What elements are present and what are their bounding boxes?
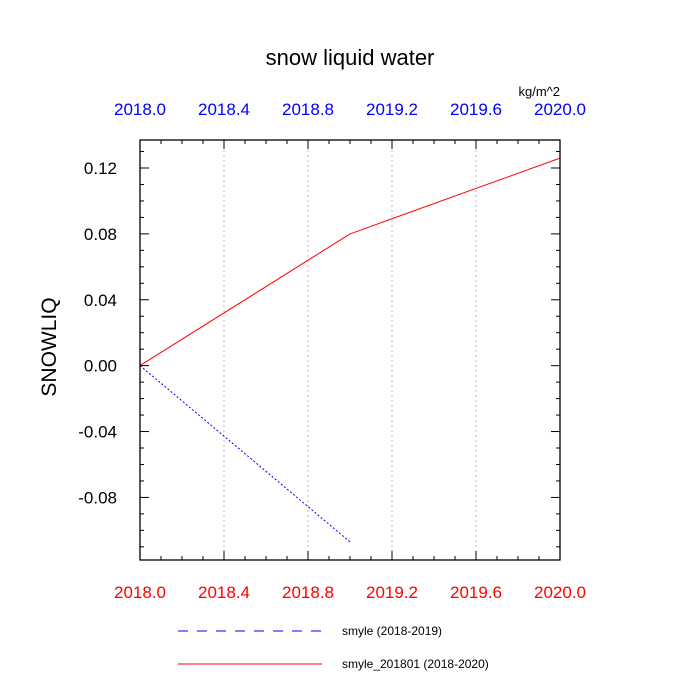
y-tick-label: 0.00 xyxy=(84,357,117,376)
axis-tick-labels: 2018.0 2018.0 2018.4 2018.4 2018.8 2018.8 2019… xyxy=(78,100,586,602)
x-tick-label-bottom: 2019.6 xyxy=(450,583,502,602)
series-line-2 xyxy=(139,157,561,367)
units-label: kg/m^2 xyxy=(518,84,560,99)
x-tick-label-top: 2018.8 xyxy=(282,100,334,119)
x-tick-label-top: 2020.0 xyxy=(534,100,586,119)
legend-label-2: smyle_201801 (2018-2020) xyxy=(342,657,489,671)
plot-frame xyxy=(139,139,561,561)
x-tick-label-top: 2018.4 xyxy=(198,100,250,119)
y-tick-label: 0.08 xyxy=(84,225,117,244)
y-tick-label: -0.08 xyxy=(78,488,117,507)
x-tick-label-top: 2018.0 xyxy=(114,100,166,119)
grid-lines xyxy=(223,140,477,560)
x-tick-label-bottom: 2018.0 xyxy=(114,583,166,602)
legend: smyle (2018-2019) smyle_201801 (2018-2020… xyxy=(178,624,489,671)
legend-label-1: smyle (2018-2019) xyxy=(342,624,442,638)
chart-title: snow liquid water xyxy=(266,45,435,70)
x-tick-label-bottom: 2020.0 xyxy=(534,583,586,602)
series-lines xyxy=(139,157,561,543)
y-axis-label: SNOWLIQ xyxy=(38,297,61,396)
x-tick-label-top: 2019.6 xyxy=(450,100,502,119)
series-line-1 xyxy=(139,365,351,543)
axis-ticks xyxy=(139,140,561,560)
x-tick-label-top: 2019.2 xyxy=(366,100,418,119)
x-tick-label-bottom: 2019.2 xyxy=(366,583,418,602)
x-tick-label-bottom: 2018.4 xyxy=(198,583,250,602)
y-tick-label: 0.12 xyxy=(84,159,117,178)
y-tick-label: -0.04 xyxy=(78,423,117,442)
x-tick-label-bottom: 2018.8 xyxy=(282,583,334,602)
y-tick-label: 0.04 xyxy=(84,291,117,310)
